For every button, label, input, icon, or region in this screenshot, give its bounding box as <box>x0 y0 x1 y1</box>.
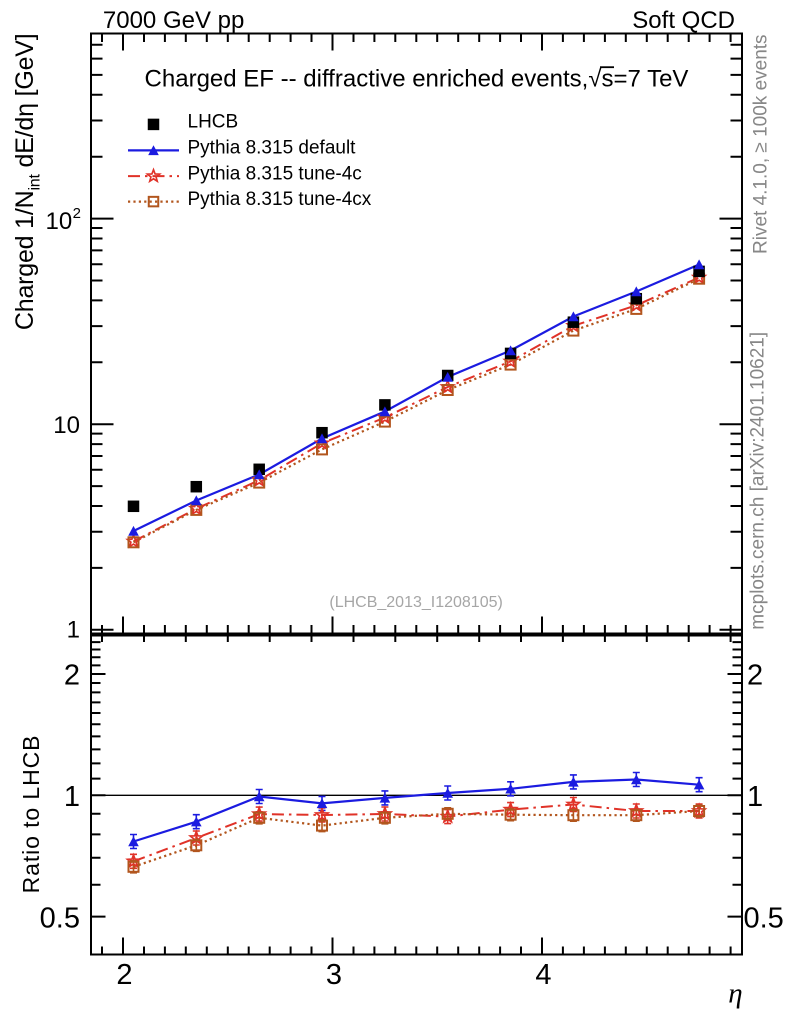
svg-text:Soft QCD: Soft QCD <box>632 7 735 34</box>
svg-text:10: 10 <box>53 412 80 439</box>
svg-text:7000 GeV pp: 7000 GeV pp <box>103 7 244 34</box>
svg-text:2: 2 <box>116 959 132 991</box>
svg-text:3: 3 <box>326 959 342 991</box>
svg-text:mcplots.cern.ch [arXiv:2401.10: mcplots.cern.ch [arXiv:2401.10621] <box>748 332 769 630</box>
svg-text:2: 2 <box>747 660 763 692</box>
svg-text:LHCB: LHCB <box>188 111 239 132</box>
svg-text:2: 2 <box>64 660 80 692</box>
svg-text:(LHCB_2013_I1208105): (LHCB_2013_I1208105) <box>329 594 502 611</box>
svg-text:0.5: 0.5 <box>40 902 80 934</box>
svg-text:Ratio to LHCB: Ratio to LHCB <box>18 735 44 894</box>
svg-text:Pythia 8.315 tune-4cx: Pythia 8.315 tune-4cx <box>188 189 372 210</box>
svg-text:Pythia 8.315 default: Pythia 8.315 default <box>188 137 357 158</box>
svg-text:1: 1 <box>64 781 80 813</box>
svg-text:1: 1 <box>67 616 80 643</box>
svg-text:10: 10 <box>45 208 72 235</box>
svg-text:1: 1 <box>747 781 763 813</box>
svg-text:2: 2 <box>73 205 81 222</box>
svg-text:Charged EF -- diffractive enri: Charged EF -- diffractive enriched event… <box>145 65 689 92</box>
svg-text:Pythia 8.315 tune-4c: Pythia 8.315 tune-4c <box>188 163 362 184</box>
svg-text:η: η <box>728 978 742 1010</box>
svg-text:0.5: 0.5 <box>744 902 784 934</box>
svg-text:Rivet 4.1.0, ≥ 100k events: Rivet 4.1.0, ≥ 100k events <box>751 34 772 254</box>
svg-text:4: 4 <box>535 959 551 991</box>
